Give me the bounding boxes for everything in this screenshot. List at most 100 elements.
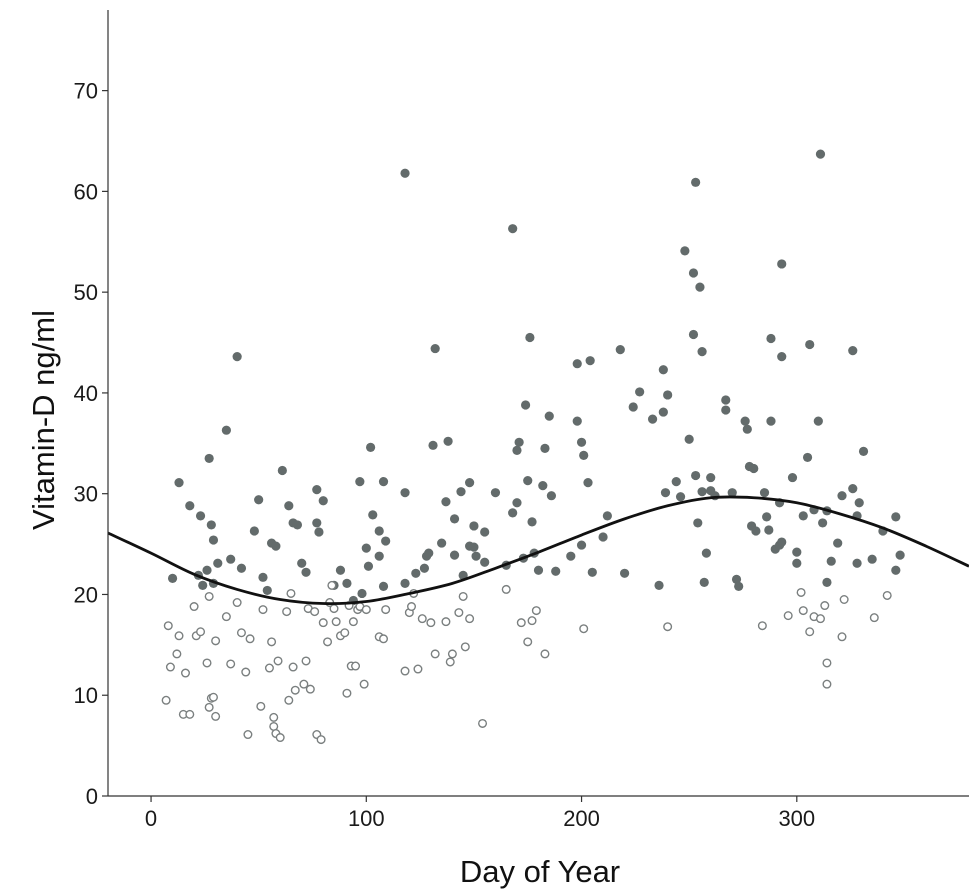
data-point-filled <box>598 532 608 542</box>
data-point-filled <box>628 402 638 412</box>
data-point-filled <box>512 445 522 455</box>
data-point-filled <box>833 538 843 548</box>
data-point-filled <box>798 511 808 521</box>
data-point-open <box>226 659 236 669</box>
data-point-filled <box>374 526 384 536</box>
data-point-filled <box>721 395 731 405</box>
data-point-filled <box>206 520 216 530</box>
data-point-filled <box>378 581 389 592</box>
data-point-filled <box>762 512 772 522</box>
data-point-open <box>267 637 277 647</box>
data-point-filled <box>854 498 864 508</box>
data-point-open <box>243 730 253 740</box>
data-point-open <box>359 679 369 689</box>
data-point-open <box>478 718 488 728</box>
data-point-filled <box>480 527 490 537</box>
data-point-open <box>381 605 391 615</box>
data-point-filled <box>490 488 501 498</box>
data-point-open <box>174 631 184 641</box>
data-point-filled <box>424 548 434 558</box>
data-point-filled <box>525 332 535 343</box>
data-point-open <box>273 656 283 666</box>
data-point-filled <box>456 487 466 497</box>
data-point-open <box>284 695 294 705</box>
data-point-filled <box>277 465 287 476</box>
data-point-filled <box>428 440 438 450</box>
data-point-filled <box>587 567 597 577</box>
data-point-filled <box>258 572 268 582</box>
data-point-filled <box>449 514 460 524</box>
data-point-open <box>882 590 892 600</box>
data-point-open <box>329 604 339 614</box>
data-point-filled <box>520 400 531 410</box>
data-point-filled <box>540 443 550 453</box>
data-point-filled <box>734 581 744 592</box>
data-point-filled <box>342 578 352 588</box>
data-point-filled <box>727 488 737 498</box>
data-point-filled <box>654 580 664 590</box>
data-point-open <box>318 618 328 628</box>
data-point-open <box>523 637 533 647</box>
data-point-open <box>172 649 182 659</box>
data-point-filled <box>658 407 668 417</box>
data-point-open <box>286 588 296 598</box>
data-point-filled <box>566 551 576 561</box>
data-point-filled <box>701 548 711 558</box>
data-point-filled <box>691 177 701 187</box>
data-point-filled <box>583 478 593 488</box>
data-point-open <box>417 614 427 624</box>
data-point-open <box>426 618 436 628</box>
data-point-filled <box>822 577 832 587</box>
data-point-filled <box>663 390 673 400</box>
data-point-filled <box>697 487 707 497</box>
x-axis-title: Day of Year <box>460 854 620 889</box>
data-point-filled <box>400 488 410 498</box>
data-point-open <box>196 627 206 637</box>
data-point-filled <box>852 558 862 568</box>
data-point-filled <box>697 347 707 357</box>
data-point-filled <box>368 510 378 520</box>
data-point-filled <box>691 470 701 481</box>
data-point-filled <box>465 478 475 488</box>
data-point-filled <box>572 416 582 426</box>
data-point-filled <box>585 356 595 366</box>
y-tick-label: 70 <box>74 79 98 104</box>
data-point-filled <box>777 259 787 269</box>
data-point-filled <box>749 463 759 474</box>
data-point-open <box>316 735 326 745</box>
data-point-open <box>822 658 832 668</box>
data-point-filled <box>226 554 236 564</box>
data-point-open <box>163 621 173 631</box>
data-point-filled <box>469 521 479 531</box>
data-point-open <box>407 602 417 612</box>
data-point-open <box>454 608 464 618</box>
data-point-open <box>839 595 849 605</box>
data-point-open <box>288 662 298 672</box>
data-point-open <box>264 663 274 673</box>
data-point-filled <box>167 573 178 583</box>
data-point-open <box>305 684 315 694</box>
data-point-filled <box>301 567 311 577</box>
data-point-filled <box>731 574 742 584</box>
data-point-filled <box>508 508 518 518</box>
data-point-filled <box>764 525 774 535</box>
data-point-open <box>290 685 300 695</box>
data-point-filled <box>602 511 612 521</box>
fitted-curve <box>107 495 969 606</box>
data-point-filled <box>615 344 625 355</box>
data-point-filled <box>658 365 668 375</box>
data-point-filled <box>198 580 208 590</box>
data-point-filled <box>471 551 481 561</box>
data-point-filled <box>254 495 264 505</box>
data-point-open <box>837 632 847 642</box>
data-point-open <box>400 666 410 676</box>
data-point-filled <box>249 526 259 536</box>
data-point-open <box>208 692 218 702</box>
data-point-open <box>798 606 808 616</box>
data-point-filled <box>480 557 490 567</box>
data-point-filled <box>363 561 374 571</box>
data-point-filled <box>759 488 770 498</box>
y-tick-label: 50 <box>74 280 98 305</box>
data-point-open <box>211 711 221 721</box>
data-point-open <box>348 617 358 627</box>
